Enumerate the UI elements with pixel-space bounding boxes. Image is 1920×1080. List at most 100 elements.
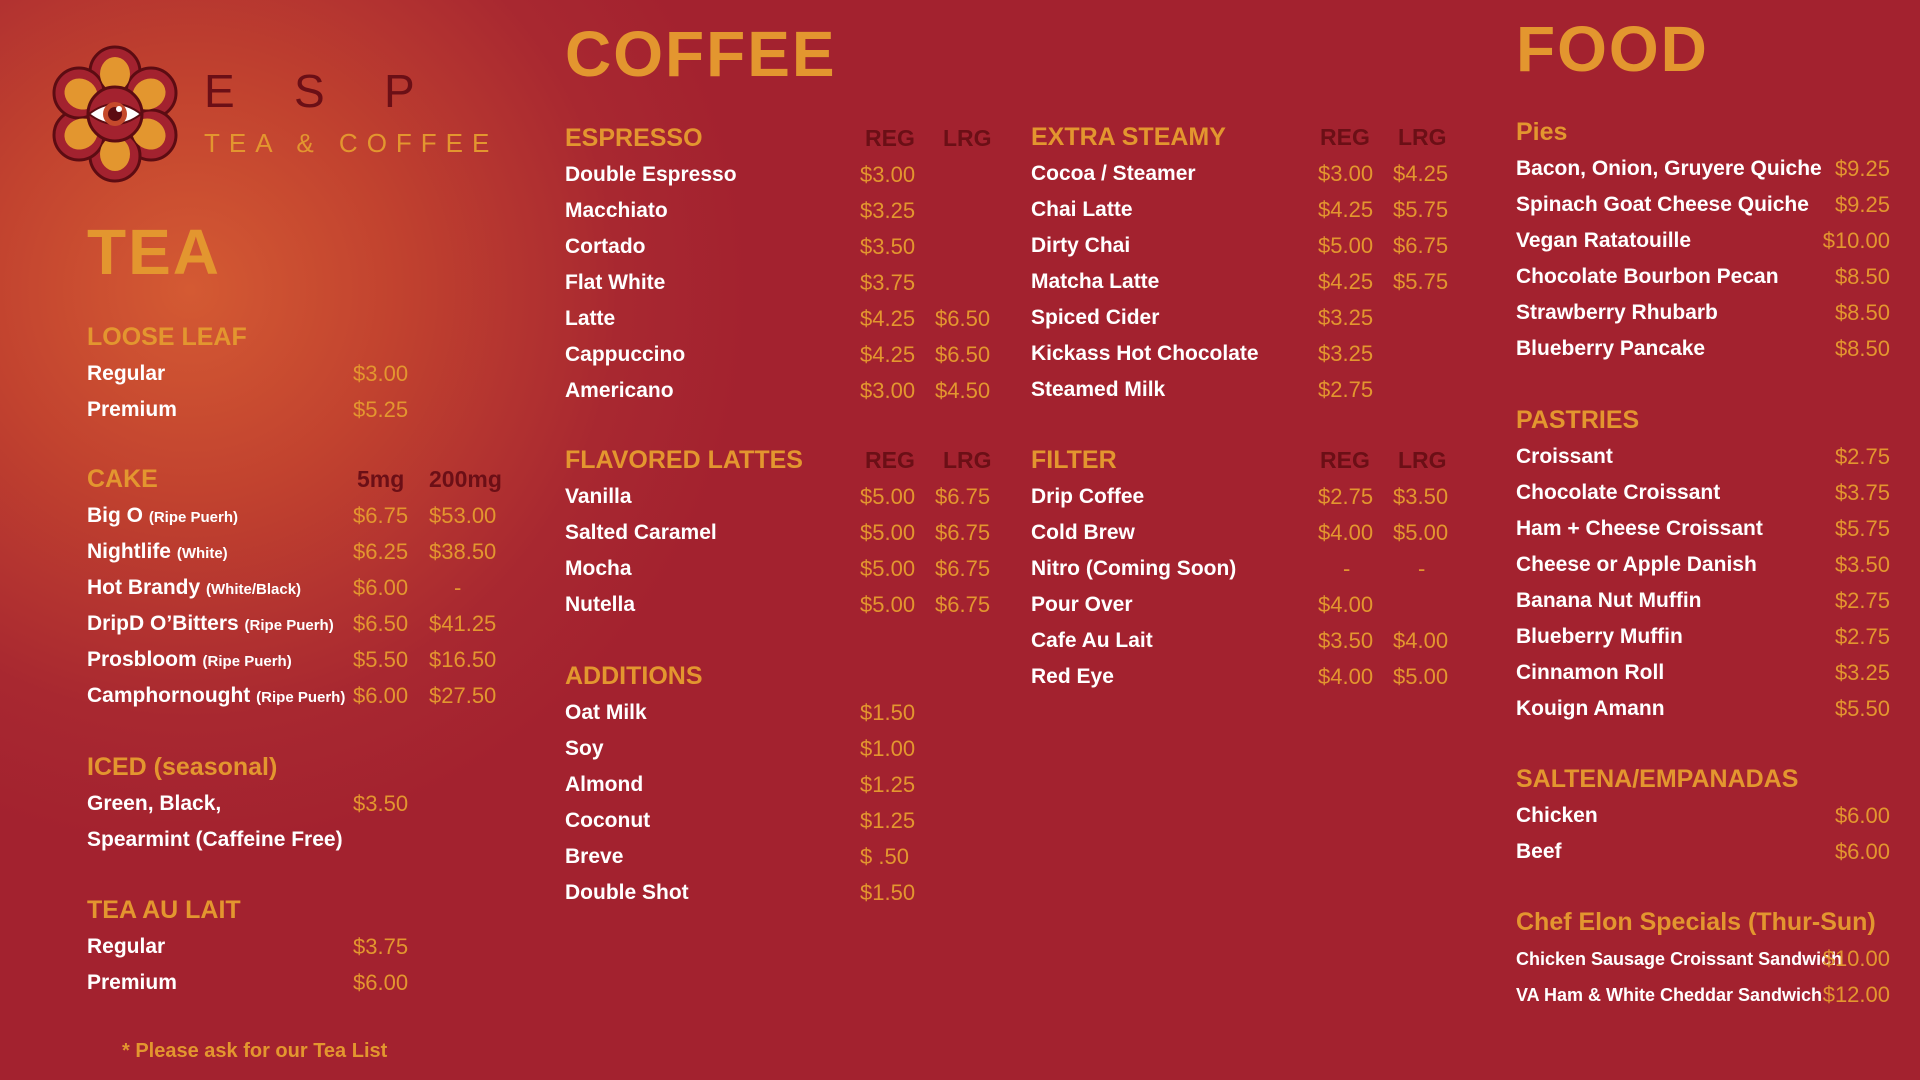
price: $ .50 (860, 844, 909, 869)
menu-item: Spinach Goat Cheese Quiche $9.25 (1516, 187, 1890, 223)
item-name: Cinnamon Roll (1516, 655, 1664, 691)
menu-item: Blueberry Muffin $2.75 (1516, 619, 1890, 655)
price: $3.75 (353, 934, 409, 959)
menu-item: Regular $3.75 (87, 929, 527, 965)
item-name-text: Blueberry Muffin (1516, 625, 1683, 648)
brand-letter: E (204, 65, 235, 117)
menu-item: Latte $4.25 $6.50 (565, 301, 1005, 337)
price-large: $4.50 (935, 378, 991, 403)
item-name-text: DripD O’Bitters (87, 612, 239, 635)
menu-item: Kouign Amann $5.50 (1516, 691, 1890, 727)
menu-item: Steamed Milk $2.75 (1031, 372, 1471, 408)
price: - (1343, 556, 1351, 581)
menu-item: Chai Latte $4.25 $5.75 (1031, 192, 1471, 228)
item-name: Regular (87, 356, 165, 392)
menu-item: Almond $1.25 (565, 767, 1005, 803)
section-heading: FILTER (1031, 446, 1117, 474)
price: $8.50 (1834, 264, 1890, 289)
item-name: Americano (565, 373, 674, 409)
menu-item: Premium $6.00 (87, 965, 527, 1001)
item-name-text: Vegan Ratatouille (1516, 229, 1692, 252)
menu-item: Chocolate Bourbon Pecan $8.50 (1516, 259, 1890, 295)
price: $3.00 (1318, 161, 1374, 186)
item-name: Big O (Ripe Puerh) (87, 498, 238, 536)
item-name-text: Chicken Sausage Croissant Sandwich (1516, 949, 1843, 969)
menu-item: Blueberry Pancake $8.50 (1516, 331, 1890, 367)
price: $5.00 (860, 592, 916, 617)
price-large: $5.00 (1393, 664, 1449, 689)
item-name: Premium (87, 392, 177, 428)
menu-item: Matcha Latte $4.25 $5.75 (1031, 264, 1471, 300)
item-name: Camphornought (Ripe Puerh) (87, 678, 345, 716)
item-name-text: Pour Over (1031, 593, 1133, 616)
menu-item: Cocoa / Steamer $3.00 $4.25 (1031, 156, 1471, 192)
price-large: $6.50 (935, 342, 991, 367)
price-large: $53.00 (429, 503, 497, 528)
item-name: Premium (87, 965, 177, 1001)
price: $5.25 (353, 397, 409, 422)
item-name-text: Cappuccino (565, 343, 686, 366)
price: $2.75 (1834, 444, 1890, 469)
item-note: (Ripe Puerh) (148, 509, 239, 526)
item-note: (Ripe Puerh) (256, 689, 346, 706)
item-name-text: Camphornought (87, 684, 251, 707)
food-title: FOOD (1516, 13, 1709, 85)
item-name-text: Chicken (1516, 804, 1598, 827)
price: $3.75 (1834, 480, 1890, 505)
price: $3.25 (1834, 660, 1890, 685)
price-large: $6.75 (935, 520, 991, 545)
food-section: PASTRIES Croissant $2.75 Chocolate Croissan… (1516, 401, 1890, 727)
item-name-text: Vanilla (565, 485, 632, 508)
item-name-text: Ham + Cheese Croissant (1516, 517, 1763, 540)
item-name: Hot Brandy (White/Black) (87, 570, 301, 608)
item-name: Vanilla (565, 479, 632, 515)
item-name: Latte (565, 301, 615, 337)
menu-item: Double Shot $1.50 (565, 875, 1005, 911)
item-name-text: Salted Caramel (565, 521, 717, 544)
item-name-text: Regular (87, 935, 166, 958)
price: $1.00 (860, 736, 916, 761)
item-name-text: Spiced Cider (1031, 306, 1160, 329)
item-name-text: Breve (565, 845, 624, 868)
item-name-text: Double Espresso (565, 163, 737, 186)
price: $5.00 (860, 556, 916, 581)
price-large: - (1418, 556, 1426, 581)
tea-list-footnote: * Please ask for our Tea List (122, 1040, 388, 1062)
price: $4.25 (1318, 269, 1374, 294)
price: $1.50 (860, 700, 916, 725)
price: $3.50 (860, 234, 916, 259)
item-name-text: Premium (87, 398, 177, 421)
menu-item: Beef $6.00 (1516, 834, 1890, 870)
item-name: Chocolate Bourbon Pecan (1516, 259, 1779, 295)
price-large: $6.50 (935, 306, 991, 331)
tea-section: ICED (seasonal) Green, Black, $3.50 Spearmi… (87, 748, 527, 858)
menu-item: Kickass Hot Chocolate $3.25 (1031, 336, 1471, 372)
item-name-text: Nitro (Coming Soon) (1031, 557, 1237, 580)
item-name: Salted Caramel (565, 515, 717, 551)
price: $2.75 (1834, 624, 1890, 649)
flower-eye-logo (52, 45, 178, 183)
item-name: Oat Milk (565, 695, 647, 731)
section-heading: Chef Elon Specials (Thur-Sun) (1516, 908, 1876, 936)
price: $5.75 (1834, 516, 1890, 541)
price: $3.00 (860, 378, 916, 403)
price-large: $5.00 (1393, 520, 1449, 545)
item-name: Cortado (565, 229, 646, 265)
item-name-text: Prosbloom (87, 648, 197, 671)
item-name: Blueberry Pancake (1516, 331, 1705, 367)
item-name: Nutella (565, 587, 635, 623)
item-name: Prosbloom (Ripe Puerh) (87, 642, 292, 680)
price: $6.25 (353, 539, 409, 564)
item-name-text: Nightlife (87, 540, 171, 563)
price: $3.50 (1834, 552, 1890, 577)
price: $3.50 (353, 791, 409, 816)
column-header: LRG (1398, 447, 1447, 473)
coffee-section: ADDITIONS Oat Milk $1.50 Soy $1.00 Almond $1.2… (565, 657, 1005, 911)
item-name: Nightlife (White) (87, 534, 228, 572)
coffee-section: EXTRA STEAMY REG LRG Cocoa / Steamer $3.00 $4… (1031, 118, 1471, 408)
item-name: DripD O’Bitters (Ripe Puerh) (87, 606, 334, 644)
item-name-text: Green, Black, (87, 792, 222, 815)
item-note: (Ripe Puerh) (244, 617, 334, 634)
item-name-text: Macchiato (565, 199, 668, 222)
item-name: Cappuccino (565, 337, 685, 373)
